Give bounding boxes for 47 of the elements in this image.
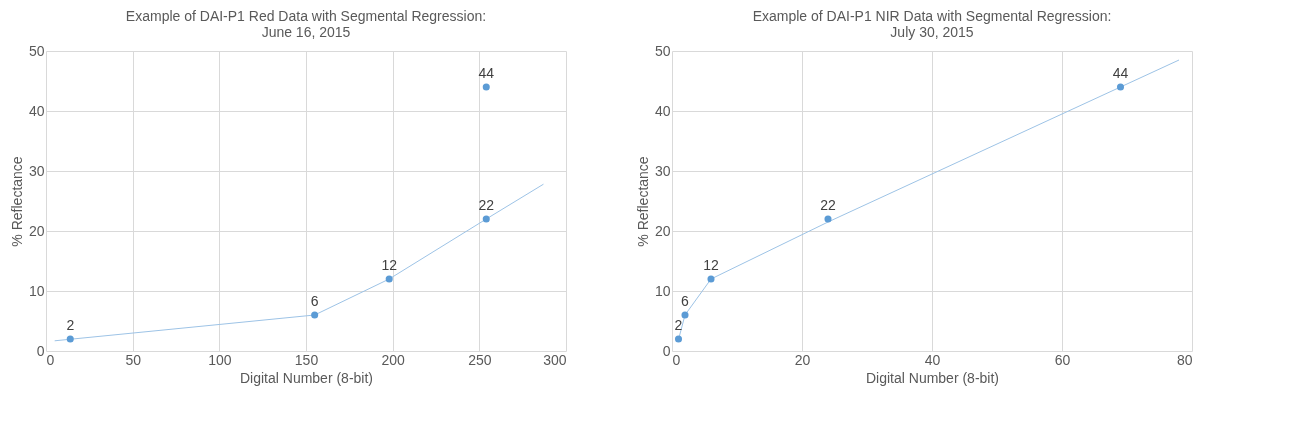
- point: [66, 335, 74, 343]
- x-tick-label: 200: [381, 351, 406, 368]
- y-tick-label: 40: [28, 102, 45, 119]
- x-tick-label: 80: [1176, 351, 1193, 368]
- point: [681, 311, 689, 319]
- chart-title: Example of DAI-P1 Red Data with Segmental Regression: June 16, 2015: [125, 8, 487, 40]
- point: [311, 311, 319, 319]
- x-tick-label: 60: [1054, 351, 1071, 368]
- y-tick-label: 50: [28, 42, 45, 59]
- data-label: 2: [674, 317, 683, 333]
- y-tick-label: 30: [28, 162, 45, 179]
- point: [385, 275, 393, 283]
- y-axis-title: % Reflectance: [8, 156, 25, 247]
- y-tick-label: 20: [28, 222, 45, 239]
- data-label: 22: [478, 197, 495, 213]
- chart-title: Example of DAI-P1 NIR Data with Segmental Regression: July 30, 2015: [752, 8, 1112, 40]
- x-tick-label: 20: [794, 351, 811, 368]
- x-tick-label: 100: [208, 351, 232, 368]
- data-label: 12: [381, 257, 398, 273]
- point: [824, 215, 832, 223]
- data-label: 44: [1112, 65, 1129, 81]
- y-tick-label: 10: [28, 282, 45, 299]
- data-label: 6: [681, 293, 690, 309]
- y-tick-label: 50: [654, 42, 671, 59]
- y-tick-label: 40: [654, 102, 671, 119]
- point: [707, 275, 715, 283]
- y-axis-title: % Reflectance: [634, 156, 651, 247]
- data-label: 22: [820, 197, 836, 213]
- point: [1116, 83, 1125, 91]
- point: [482, 83, 490, 91]
- data-label: 6: [310, 293, 319, 309]
- point: [674, 335, 683, 343]
- y-tick-label: 30: [654, 162, 671, 179]
- x-tick-label: 150: [294, 351, 319, 368]
- y-tick-label: 10: [654, 282, 671, 299]
- line-series: [54, 183, 544, 342]
- y-tick-label: 20: [654, 222, 671, 239]
- data-label: 44: [478, 65, 495, 81]
- x-tick-label: 40: [924, 351, 941, 368]
- x-axis-title: Digital Number (8-bit): [239, 369, 374, 386]
- x-tick-label: 300: [543, 351, 567, 368]
- data-label: 2: [66, 317, 75, 333]
- x-tick-label: 250: [468, 351, 492, 368]
- x-axis-title: Digital Number (8-bit): [865, 369, 1000, 386]
- data-label: 12: [703, 257, 719, 273]
- x-tick-label: 50: [125, 351, 142, 368]
- point: [482, 215, 490, 223]
